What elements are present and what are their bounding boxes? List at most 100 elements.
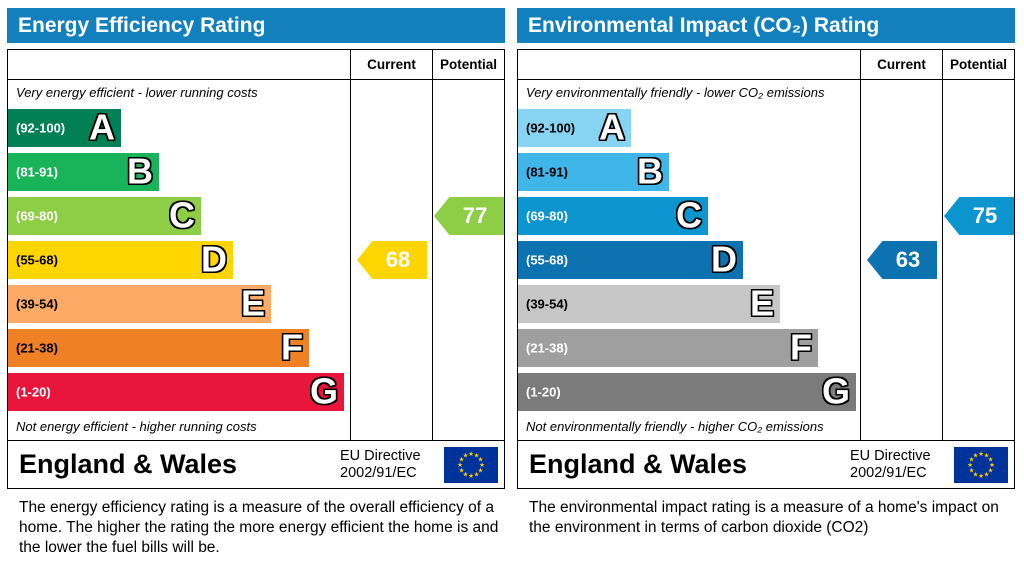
potential-rating-value: 77	[462, 203, 488, 228]
band-letter: E	[749, 282, 774, 324]
band-range-label: (92-100)	[16, 120, 66, 136]
band-letter: B	[637, 150, 663, 192]
chart-footer: England & Wales EU Directive 2002/91/EC …	[8, 440, 504, 488]
co2-chart-table: Current Potential Very environmentally f…	[518, 50, 1014, 440]
band-row-e: (39-54) E	[8, 282, 504, 326]
svg-text:★: ★	[973, 451, 979, 459]
svg-text:★: ★	[474, 451, 480, 459]
current-column-header: Current	[877, 57, 926, 72]
svg-text:★: ★	[988, 466, 994, 474]
svg-text:★: ★	[967, 461, 973, 469]
column-divider	[860, 50, 861, 440]
svg-text:★: ★	[978, 450, 984, 458]
band-letter: F	[790, 326, 812, 368]
band-range-label: (55-68)	[16, 252, 58, 268]
band-row-a: (92-100) A	[8, 106, 504, 150]
band-row-c: (69-80) C	[8, 194, 504, 238]
svg-text:★: ★	[478, 455, 484, 463]
eu-flag: ★ ★ ★ ★ ★ ★ ★ ★ ★ ★ ★ ★	[444, 446, 498, 483]
band-row-b: (81-91) B	[8, 150, 504, 194]
band-f-bar: (21-38) F	[8, 329, 309, 367]
potential-rating-arrow: 75	[944, 197, 1014, 235]
svg-text:★: ★	[978, 472, 984, 480]
band-range-label: (39-54)	[16, 296, 58, 312]
energy-chart-box: Current Potential Very energy efficient …	[7, 49, 505, 489]
band-row-d: (55-68) D	[8, 238, 504, 282]
column-headers: Current Potential	[518, 50, 1014, 80]
svg-text:★: ★	[463, 470, 469, 478]
band-letter: D	[711, 238, 737, 280]
top-note: Very energy efficient - lower running co…	[16, 85, 258, 100]
svg-text:★: ★	[969, 466, 975, 474]
band-row-a: (92-100) A	[518, 106, 1014, 150]
column-headers: Current Potential	[8, 50, 504, 80]
svg-text:★: ★	[457, 461, 463, 469]
band-range-label: (81-91)	[526, 164, 568, 180]
band-f-bar: (21-38) F	[518, 329, 818, 367]
rating-bands: (92-100) A (81-91) B (69-80) C	[518, 106, 1014, 414]
bottom-note: Not environmentally friendly - higher CO…	[526, 419, 824, 434]
band-b-bar: (81-91) B	[518, 153, 669, 191]
bottom-note: Not energy efficient - higher running co…	[16, 419, 257, 434]
band-range-label: (55-68)	[526, 252, 568, 268]
eu-flag: ★ ★ ★ ★ ★ ★ ★ ★ ★ ★ ★ ★	[954, 446, 1008, 483]
rating-bands: (92-100) A (81-91) B (69-80) C	[8, 106, 504, 414]
chart-footer: England & Wales EU Directive 2002/91/EC …	[518, 440, 1014, 488]
potential-rating-value: 75	[972, 203, 998, 228]
eu-directive-text: EU Directive 2002/91/EC	[340, 448, 440, 481]
panel-title-energy: Energy Efficiency Rating	[7, 8, 505, 43]
svg-text:★: ★	[984, 470, 990, 478]
eu-directive-line2: 2002/91/EC	[340, 464, 417, 481]
band-letter: G	[309, 370, 338, 412]
band-row-g: (1-20) G	[518, 370, 1014, 414]
band-range-label: (21-38)	[16, 340, 58, 356]
eu-directive-text: EU Directive 2002/91/EC	[850, 448, 950, 481]
band-letter: C	[676, 194, 702, 236]
region-label: England & Wales	[529, 449, 748, 479]
eu-directive-line2: 2002/91/EC	[850, 464, 927, 481]
band-range-label: (92-100)	[526, 120, 576, 136]
current-column-header: Current	[367, 57, 416, 72]
co2-description: The environmental impact rating is a mea…	[529, 499, 999, 536]
band-d-bar: (55-68) D	[8, 241, 233, 279]
band-letter: G	[821, 370, 850, 412]
band-e-bar: (39-54) E	[518, 285, 780, 323]
band-row-d: (55-68) D	[518, 238, 1014, 282]
current-rating-arrow: 68	[357, 241, 427, 279]
band-range-label: (1-20)	[16, 384, 51, 400]
band-range-label: (69-80)	[16, 208, 58, 224]
band-row-c: (69-80) C	[518, 194, 1014, 238]
svg-text:★: ★	[468, 472, 474, 480]
band-a-bar: (92-100) A	[8, 109, 121, 147]
band-range-label: (1-20)	[526, 384, 561, 400]
band-c-bar: (69-80) C	[518, 197, 708, 235]
band-a-bar: (92-100) A	[518, 109, 631, 147]
panel-title-environmental: Environmental Impact (CO₂) Rating	[517, 8, 1015, 43]
band-g-bar: (1-20) G	[8, 373, 344, 411]
svg-text:★: ★	[984, 451, 990, 459]
band-b-bar: (81-91) B	[8, 153, 159, 191]
band-row-e: (39-54) E	[518, 282, 1014, 326]
eu-directive-line1: EU Directive	[850, 447, 931, 464]
column-divider	[942, 50, 943, 440]
band-letter: E	[240, 282, 265, 324]
potential-column-header: Potential	[949, 57, 1007, 72]
svg-text:★: ★	[478, 466, 484, 474]
svg-text:★: ★	[459, 455, 465, 463]
band-range-label: (69-80)	[526, 208, 568, 224]
region-label: England & Wales	[19, 449, 238, 479]
svg-text:★: ★	[463, 451, 469, 459]
top-note: Very environmentally friendly - lower CO…	[526, 85, 825, 100]
band-row-f: (21-38) F	[8, 326, 504, 370]
svg-text:★: ★	[989, 461, 995, 469]
co2-chart-box: Current Potential Very environmentally f…	[517, 49, 1015, 489]
svg-text:★: ★	[474, 470, 480, 478]
potential-column-header: Potential	[439, 57, 497, 72]
band-row-g: (1-20) G	[8, 370, 504, 414]
svg-text:★: ★	[459, 466, 465, 474]
band-g-bar: (1-20) G	[518, 373, 856, 411]
band-row-f: (21-38) F	[518, 326, 1014, 370]
band-d-bar: (55-68) D	[518, 241, 743, 279]
band-e-bar: (39-54) E	[8, 285, 271, 323]
